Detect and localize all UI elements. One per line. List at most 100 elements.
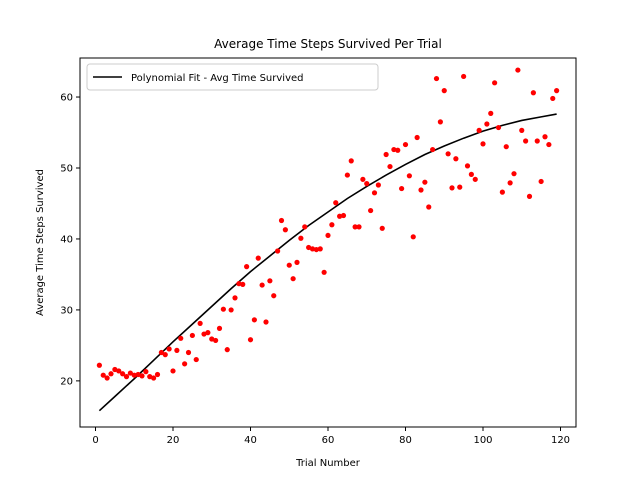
legend-fit-label: Polynomial Fit - Avg Time Survived (131, 73, 304, 84)
data-point (503, 144, 509, 150)
data-point (480, 141, 486, 147)
data-point (534, 138, 540, 144)
data-point (329, 222, 335, 228)
data-point (139, 373, 145, 379)
data-point (422, 179, 428, 185)
data-point (251, 317, 257, 323)
x-axis-ticks: 0 20 40 60 80 100 120 (92, 427, 570, 446)
data-point (391, 146, 397, 153)
x-tick-label: 0 (92, 435, 98, 446)
data-point (313, 246, 319, 253)
data-point (290, 276, 296, 282)
data-point (340, 212, 347, 219)
data-point (131, 372, 137, 378)
data-point (484, 121, 490, 127)
y-tick-label: 40 (60, 234, 73, 245)
data-point (368, 207, 374, 214)
data-point (108, 371, 114, 377)
data-point (178, 335, 184, 341)
data-point (321, 269, 327, 275)
data-point (426, 204, 432, 210)
legend-box (86, 63, 379, 91)
data-point (151, 375, 157, 381)
data-point (383, 151, 389, 158)
data-point (267, 278, 273, 284)
x-tick-label: 60 (322, 435, 335, 446)
data-point (337, 213, 343, 219)
data-point (232, 295, 238, 301)
data-point (271, 293, 277, 299)
x-axis-label: Trial Number (295, 458, 361, 469)
x-tick-label: 80 (399, 435, 412, 446)
data-point (538, 178, 544, 185)
data-point (255, 255, 261, 261)
data-point (240, 281, 246, 287)
data-point (259, 282, 265, 288)
plot-area (96, 67, 560, 412)
data-point (333, 200, 339, 206)
data-point (263, 319, 269, 325)
data-point (356, 224, 362, 230)
data-point (174, 347, 180, 353)
data-point (445, 151, 451, 157)
data-point (224, 347, 230, 353)
data-point (247, 337, 254, 343)
data-point (162, 352, 168, 358)
data-point (127, 370, 133, 376)
data-point (244, 264, 250, 270)
data-point (461, 73, 467, 80)
data-point (104, 375, 110, 381)
data-point (344, 172, 350, 178)
data-point (375, 182, 381, 188)
data-point (317, 246, 323, 252)
data-point (464, 163, 471, 169)
data-point (492, 80, 498, 86)
x-tick-label: 40 (244, 435, 257, 446)
data-point (348, 158, 354, 164)
data-point (441, 88, 447, 94)
data-point (228, 307, 234, 313)
data-point (488, 110, 494, 116)
fit-layer (98, 113, 557, 412)
data-point (399, 185, 405, 192)
data-point (542, 134, 548, 140)
data-point (294, 259, 300, 265)
data-point (182, 361, 188, 367)
data-point (275, 248, 281, 254)
data-point (123, 374, 130, 380)
data-point (430, 146, 436, 153)
data-point (449, 185, 455, 191)
data-point (213, 337, 219, 344)
data-point (453, 156, 459, 162)
data-point (197, 320, 203, 326)
data-point (154, 371, 161, 378)
x-tick-label: 100 (473, 435, 492, 446)
fit-line (98, 113, 557, 412)
data-point (418, 187, 424, 193)
data-point (511, 171, 517, 177)
data-point (550, 95, 556, 102)
data-point (166, 346, 172, 352)
data-point (457, 184, 463, 190)
data-point (402, 141, 409, 148)
data-point (282, 227, 288, 233)
data-point (507, 180, 513, 186)
data-point (499, 189, 505, 195)
data-point (371, 190, 378, 196)
data-point (143, 369, 149, 375)
data-point (360, 176, 366, 182)
data-point (472, 176, 478, 182)
data-point (325, 232, 331, 239)
data-point (554, 88, 560, 94)
data-point (298, 235, 304, 241)
data-point (406, 173, 412, 179)
data-point (523, 138, 529, 144)
data-point (185, 349, 192, 356)
data-point (379, 225, 385, 231)
data-point (302, 224, 308, 230)
data-point (220, 306, 226, 312)
data-point (352, 224, 358, 230)
x-tick-label: 20 (167, 435, 180, 446)
points-layer (96, 67, 560, 381)
